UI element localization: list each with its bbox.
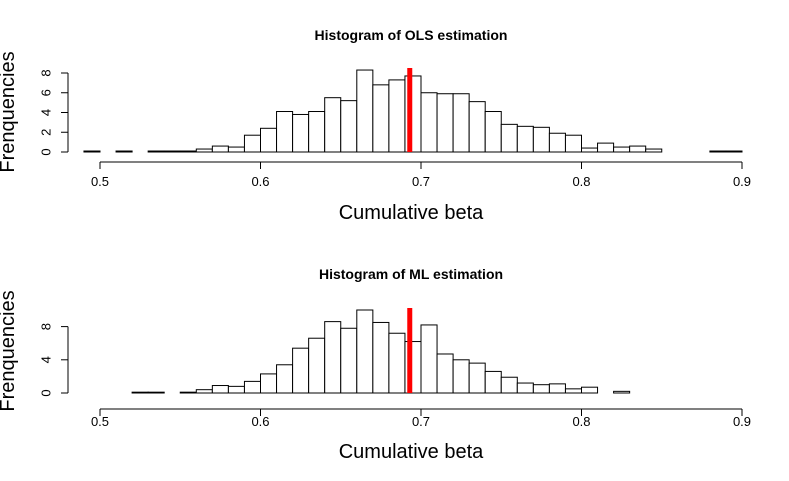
ml-histogram-bar [420,324,438,394]
ml-x-tick-label: 0.6 [251,414,269,429]
ols-histogram-bar [147,150,165,153]
ols-histogram-bar [436,93,454,153]
ols-histogram-bar [420,92,438,153]
ols-histogram-bar [308,111,326,153]
ols-histogram-bar [709,150,727,153]
ols-histogram-bar [516,125,534,153]
ols-x-tick-label: 0.6 [251,174,269,189]
ols-histogram-bar [292,113,310,153]
ols-histogram-bar [532,126,550,153]
ml-histogram-bar [131,391,149,394]
ols-histogram-bar [500,123,518,153]
ml-histogram-bar [340,327,358,394]
ols-x-tick-label: 0.5 [91,174,109,189]
ml-histogram-bar [548,383,566,394]
ols-x-axis: 0.5 0.6 0.7 0.8 0.9 [91,161,751,189]
ml-histogram-bar [388,332,406,394]
ols-histogram-bar [195,148,213,153]
ml-histogram-bar [564,388,583,394]
ols-bars [83,69,743,153]
ols-y-axis: 0 2 4 6 8 [39,69,69,156]
ml-histogram-bar [452,359,470,394]
ols-histogram-bar [243,134,261,153]
ml-x-axis: 0.5 0.6 0.7 0.8 0.9 [91,408,751,429]
ols-histogram-bar [468,101,486,153]
ols-histogram-bar [613,146,631,153]
ml-y-tick-label: 4 [39,356,54,363]
ml-histogram-panel: Histogram of ML estimation Frenquencies … [0,266,751,463]
ols-histogram-bar [83,150,101,153]
ml-histogram-bar [436,353,454,394]
ols-histogram-bar [452,93,470,153]
ols-chart-title: Histogram of OLS estimation [315,27,508,43]
ml-chart-title: Histogram of ML estimation [319,266,503,282]
ml-y-tick-label: 0 [39,389,54,396]
ols-histogram-bar [276,111,294,153]
ml-histogram-bar [211,385,229,394]
ols-histogram-bar [163,150,181,153]
ml-x-tick-label: 0.7 [412,414,430,429]
ml-histogram-bar [468,362,486,394]
ml-histogram-bar [260,373,278,394]
ols-histogram-bar [581,147,599,153]
ml-histogram-bar [356,309,374,394]
ml-y-axis: 0 4 8 [39,323,69,397]
ols-y-tick-label: 2 [39,129,54,136]
ols-histogram-bar [548,132,566,153]
ols-x-tick-label: 0.8 [572,174,590,189]
ols-histogram-bar [115,150,133,153]
ols-x-axis-label: Cumulative beta [339,202,484,224]
ml-histogram-bar [292,347,310,394]
ml-x-tick-label: 0.9 [733,414,751,429]
ols-y-tick-label: 4 [39,109,54,116]
ols-histogram-bar [645,148,663,153]
ols-histogram-bar [597,142,615,153]
ols-histogram-bar [227,146,245,153]
ols-y-tick-label: 6 [39,89,54,96]
ml-histogram-bar [179,391,197,394]
ols-y-tick-label: 8 [39,69,54,76]
ml-histogram-bar [324,321,342,394]
ml-histogram-bar [243,380,261,394]
ols-histogram-bar [629,145,647,153]
ols-histogram-bar [372,84,390,153]
ml-histogram-bar [500,376,518,394]
ols-histogram-bar [564,134,583,153]
ols-y-axis-label: Frenquencies [0,51,19,172]
ols-histogram-bar [340,100,358,153]
ols-x-tick-label: 0.7 [412,174,430,189]
ols-histogram-bar [356,69,374,153]
ml-histogram-bar [147,391,165,394]
ols-x-tick-label: 0.9 [733,174,751,189]
ml-x-axis-label: Cumulative beta [339,441,484,463]
ml-histogram-bar [532,384,550,394]
ml-histogram-bar [581,386,599,394]
ols-histogram-bar [725,150,743,153]
ml-histogram-bar [613,390,631,394]
ols-histogram-panel: Histogram of OLS estimation Frenquencies… [0,27,751,224]
ml-histogram-bar [227,385,245,394]
ml-histogram-bar [372,321,390,394]
ml-y-axis-label: Frenquencies [0,290,19,411]
ols-histogram-bar [484,111,502,153]
ml-histogram-bar [308,337,326,394]
ols-y-tick-label: 0 [39,148,54,155]
ml-histogram-bar [195,389,213,394]
ml-x-tick-label: 0.8 [572,414,590,429]
ml-histogram-bar [516,382,534,394]
ols-histogram-bar [260,127,278,153]
ml-x-tick-label: 0.5 [91,414,109,429]
ols-histogram-bar [179,150,197,153]
ml-y-tick-label: 8 [39,323,54,330]
ml-histogram-bar [484,370,502,394]
ml-histogram-bar [276,364,294,394]
ols-histogram-bar [211,145,229,153]
ols-histogram-bar [324,97,342,153]
ols-histogram-bar [388,79,406,153]
